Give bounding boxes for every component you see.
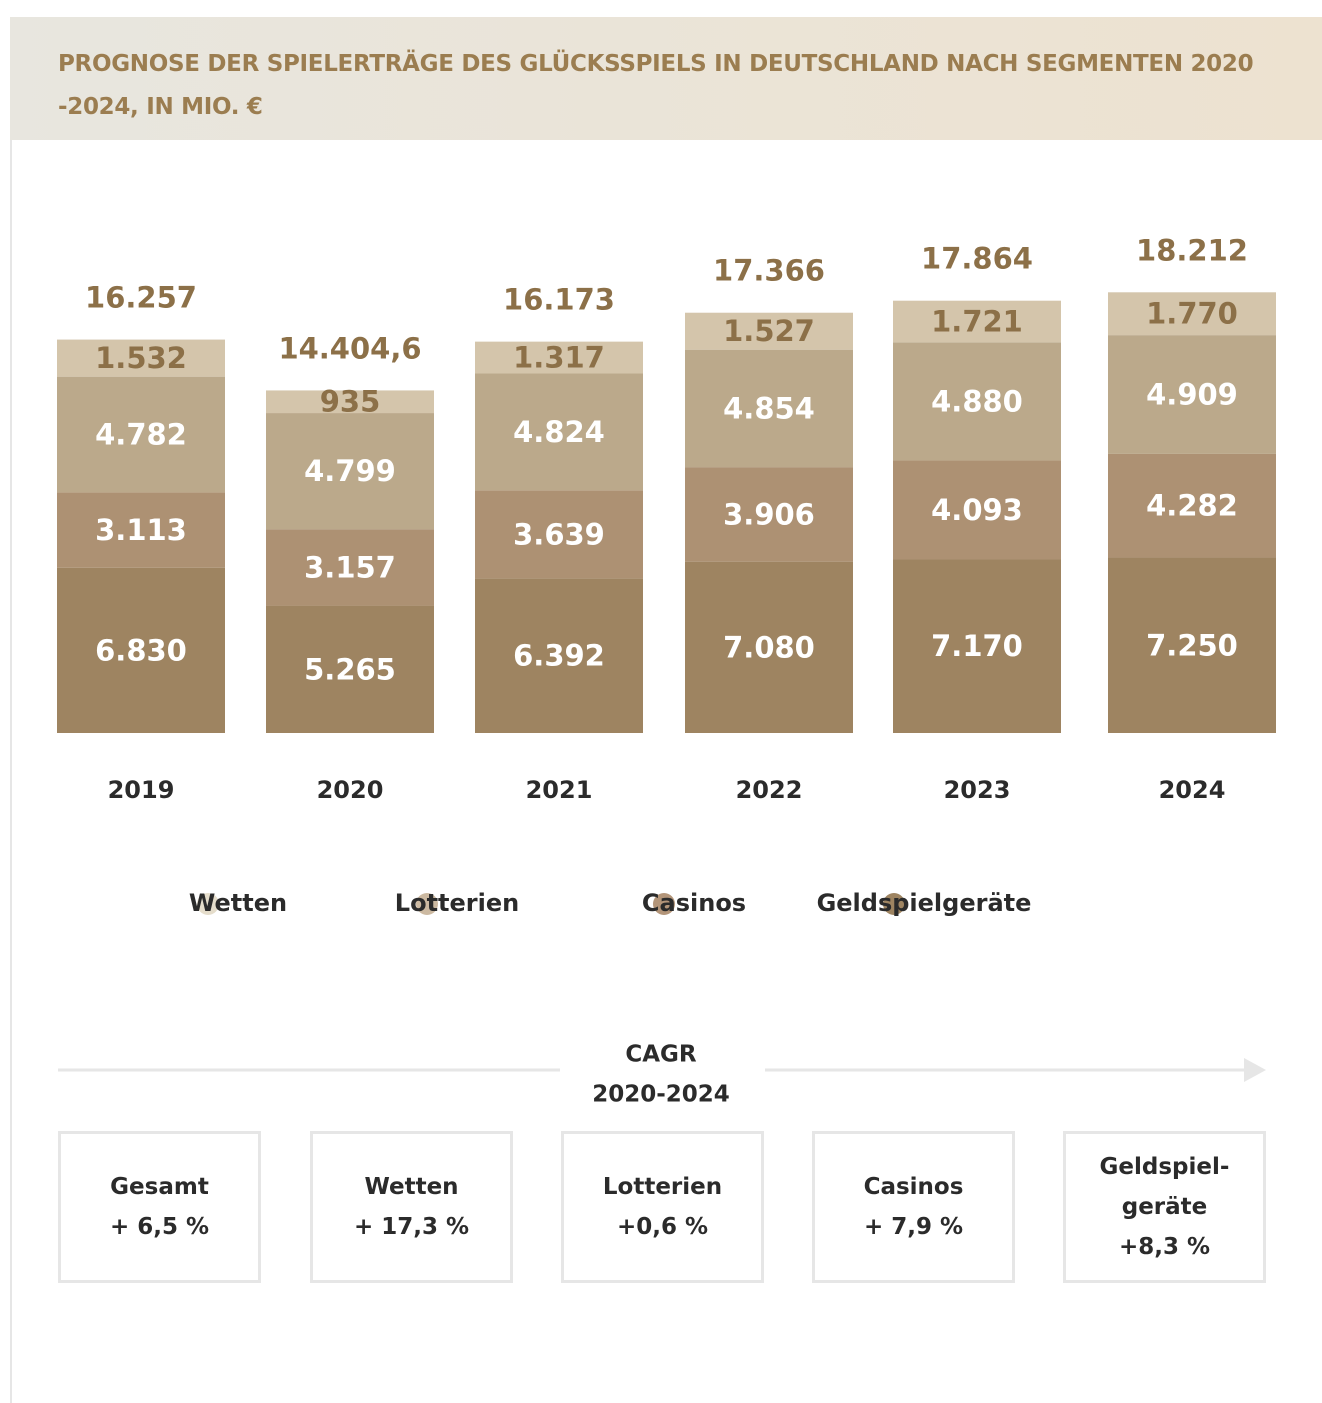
- value-label: 1.721: [931, 305, 1023, 339]
- bar-segment: [893, 300, 1061, 343]
- bar-segment: [57, 492, 225, 568]
- legend-label: Casinos: [642, 889, 746, 917]
- bar-segment: [266, 529, 434, 606]
- total-label: 16.173: [503, 283, 615, 317]
- cagr-label: Casinos: [863, 1174, 964, 1200]
- value-label: 7.170: [931, 629, 1023, 663]
- bar-segment: [475, 490, 643, 579]
- total-label: 17.366: [713, 254, 825, 288]
- total-label: 16.257: [85, 281, 197, 315]
- cagr-value: + 17,3 %: [353, 1214, 470, 1240]
- cagr-label: Lotterien: [602, 1174, 723, 1200]
- bar-segment: [893, 460, 1061, 560]
- value-label: 4.880: [931, 384, 1023, 418]
- value-label: 6.830: [95, 633, 187, 667]
- border-line: [10, 140, 12, 1403]
- bar-segment: [57, 567, 225, 733]
- cagr-value: +0,6 %: [616, 1214, 709, 1240]
- bar-segment: [685, 349, 853, 468]
- value-label: 7.250: [1146, 628, 1238, 662]
- cagr-label: Geldspiel- geräte: [1099, 1154, 1230, 1220]
- value-label: 1.527: [723, 314, 815, 348]
- bar-segment: [475, 341, 643, 374]
- bar-segment: [266, 413, 434, 530]
- legend-label: Wetten: [189, 889, 287, 917]
- bar-segment: [1108, 557, 1276, 733]
- cagr-value: + 6,5 %: [109, 1214, 210, 1240]
- value-label: 1.317: [513, 341, 605, 375]
- arrow-head: [1244, 1058, 1266, 1082]
- value-label: 3.639: [513, 517, 605, 551]
- bar-segment: [57, 376, 225, 493]
- cagr-value: + 7,9 %: [863, 1214, 964, 1240]
- bar-segment: [685, 312, 853, 350]
- cagr-label: Gesamt: [110, 1174, 209, 1200]
- bar-segment: [685, 561, 853, 733]
- bar-segment: [266, 390, 434, 414]
- legend-label: Lotterien: [395, 889, 519, 917]
- total-label: 17.864: [921, 242, 1033, 276]
- value-label: 3.906: [723, 497, 815, 531]
- x-tick-label: 2019: [108, 776, 175, 804]
- cagr-box: Geldspiel- geräte +8,3 %: [1063, 1131, 1266, 1283]
- x-tick-label: 2023: [944, 776, 1011, 804]
- value-label: 3.113: [95, 513, 187, 547]
- value-label: 1.532: [95, 341, 187, 375]
- value-label: 7.080: [723, 630, 815, 664]
- cagr-box: Wetten + 17,3 %: [310, 1131, 513, 1283]
- bar-segment: [685, 467, 853, 562]
- value-label: 4.799: [304, 454, 396, 488]
- value-label: 3.157: [304, 550, 396, 584]
- cagr-title: CAGR: [625, 1042, 697, 1068]
- cagr-box: Lotterien +0,6 %: [561, 1131, 764, 1283]
- cagr-period: 2020-2024: [592, 1082, 730, 1108]
- bar-segment: [475, 578, 643, 733]
- total-label: 14.404,6: [278, 331, 421, 365]
- value-label: 4.282: [1146, 489, 1238, 523]
- value-label: 1.770: [1146, 297, 1238, 331]
- value-label: 4.093: [931, 493, 1023, 527]
- value-label: 935: [320, 385, 381, 419]
- value-label: 4.782: [95, 418, 187, 452]
- cagr-value: +8,3 %: [1118, 1234, 1211, 1260]
- bar-segment: [893, 342, 1061, 461]
- value-label: 4.824: [513, 415, 605, 449]
- bar-segment: [475, 373, 643, 491]
- bar-segment: [57, 339, 225, 377]
- cagr-box: Gesamt + 6,5 %: [58, 1131, 261, 1283]
- value-label: 4.909: [1146, 378, 1238, 412]
- legend-marker: [197, 893, 219, 915]
- legend-marker: [416, 893, 438, 915]
- value-label: 6.392: [513, 639, 605, 673]
- cagr-box: Casinos + 7,9 %: [812, 1131, 1015, 1283]
- bar-segment: [266, 605, 434, 733]
- cagr-label: Wetten: [364, 1174, 459, 1200]
- legend-label: Geldspielgeräte: [817, 889, 1032, 917]
- chart-title: PROGNOSE DER SPIELERTRÄGE DES GLÜCKSSPIE…: [58, 51, 1254, 120]
- legend-marker: [883, 893, 905, 915]
- value-label: 4.854: [723, 391, 815, 425]
- header: PROGNOSE DER SPIELERTRÄGE DES GLÜCKSSPIE…: [10, 17, 1322, 140]
- bar-segment: [1108, 292, 1276, 336]
- total-label: 18.212: [1136, 233, 1248, 267]
- bar-segment: [893, 559, 1061, 733]
- x-tick-label: 2020: [317, 776, 384, 804]
- x-tick-label: 2024: [1159, 776, 1226, 804]
- x-tick-label: 2021: [526, 776, 593, 804]
- x-tick-label: 2022: [736, 776, 803, 804]
- value-label: 5.265: [304, 652, 396, 686]
- bar-segment: [1108, 453, 1276, 558]
- bar-segment: [1108, 335, 1276, 454]
- legend-marker: [653, 893, 675, 915]
